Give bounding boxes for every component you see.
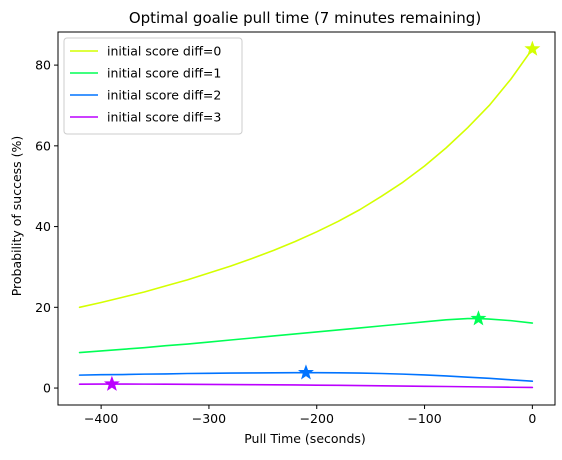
plot-area bbox=[78, 40, 541, 391]
legend-entry-3: initial score diff=3 bbox=[107, 110, 221, 125]
legend-entry-2: initial score diff=2 bbox=[107, 88, 221, 103]
x-tick-label: −100 bbox=[407, 411, 441, 426]
optimum-star-marker-1 bbox=[470, 310, 487, 326]
y-tick-label: 80 bbox=[35, 58, 51, 73]
chart-title: Optimal goalie pull time (7 minutes rema… bbox=[129, 9, 481, 27]
legend: initial score diff=0 initial score diff=1… bbox=[63, 37, 243, 135]
x-axis-label: Pull Time (seconds) bbox=[244, 431, 366, 446]
optimum-star-marker-2 bbox=[297, 364, 314, 380]
y-tick-label: 40 bbox=[35, 219, 51, 234]
y-tick-label: 60 bbox=[35, 138, 51, 153]
series-line-3 bbox=[78, 383, 534, 389]
series-line-0 bbox=[78, 48, 534, 309]
optimum-star-marker-3 bbox=[103, 375, 120, 391]
legend-entry-0: initial score diff=0 bbox=[107, 44, 221, 59]
x-tick-label: −200 bbox=[300, 411, 334, 426]
plot-frame bbox=[57, 31, 556, 406]
legend-box bbox=[63, 37, 243, 135]
x-tick-label: −300 bbox=[192, 411, 226, 426]
optimum-star-marker-0 bbox=[524, 40, 541, 56]
y-axis-label: Probability of success (%) bbox=[9, 136, 24, 297]
y-tick-label: 20 bbox=[35, 300, 51, 315]
series-line-1 bbox=[78, 317, 534, 354]
legend-entry-1: initial score diff=1 bbox=[107, 66, 221, 81]
axis-ticks: −400 −300 −200 −100 0 0 20 40 60 80 bbox=[35, 58, 536, 426]
x-tick-label: 0 bbox=[528, 411, 536, 426]
x-tick-label: −400 bbox=[84, 411, 118, 426]
y-tick-label: 0 bbox=[43, 381, 51, 396]
